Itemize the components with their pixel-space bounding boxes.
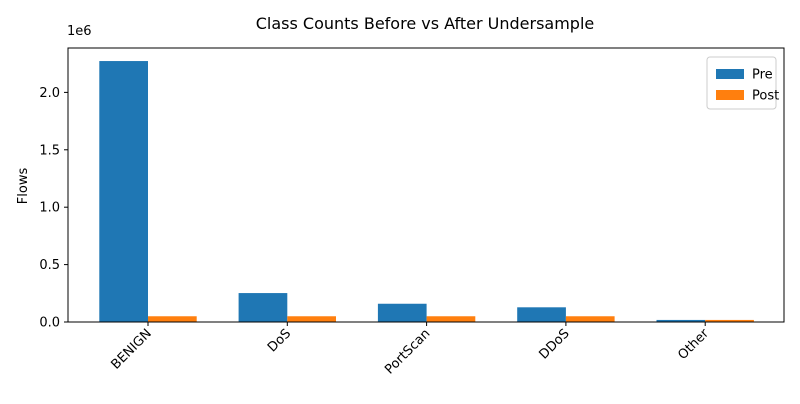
legend-swatch-pre (716, 69, 744, 79)
bar-post-other (705, 319, 754, 322)
y-tick-label: 1.0 (39, 201, 60, 216)
bar-post-benign (148, 316, 197, 322)
chart-title: Class Counts Before vs After Undersample (256, 14, 595, 33)
y-ticks-group: 0.0 0.5 1.0 1.5 2.0 (39, 86, 68, 331)
bar-pre-dos (238, 293, 288, 322)
bar-pre-ddos (517, 307, 566, 322)
x-tick-label-portscan: PortScan (382, 326, 433, 377)
legend: Pre Post (706, 56, 779, 110)
bar-post-portscan (426, 316, 476, 322)
x-ticks-group: BENIGN DoS PortScan DDoS Other (109, 322, 712, 377)
y-tick-label: 2.0 (39, 86, 60, 101)
bar-post-ddos (565, 316, 615, 322)
bars-group (99, 61, 754, 323)
legend-label-pre: Pre (752, 68, 773, 83)
x-tick-label-ddos: DDoS (537, 326, 573, 362)
bar-pre-benign (99, 61, 148, 323)
bar-pre-other (656, 319, 706, 322)
y-axis-label: Flows (16, 168, 31, 205)
x-tick-label-dos: DoS (265, 326, 294, 355)
legend-label-post: Post (752, 89, 779, 104)
y-tick-label: 0.5 (39, 258, 60, 273)
x-tick-label-other: Other (675, 326, 712, 363)
x-tick-label-benign: BENIGN (109, 326, 155, 372)
y-tick-label: 1.5 (39, 143, 60, 158)
bar-pre-portscan (377, 303, 427, 322)
y-tick-label: 0.0 (39, 316, 60, 331)
plot-frame (67, 47, 785, 323)
legend-swatch-post (716, 90, 744, 100)
bar-post-dos (287, 316, 336, 322)
y-offset-label: 1e6 (67, 24, 92, 39)
